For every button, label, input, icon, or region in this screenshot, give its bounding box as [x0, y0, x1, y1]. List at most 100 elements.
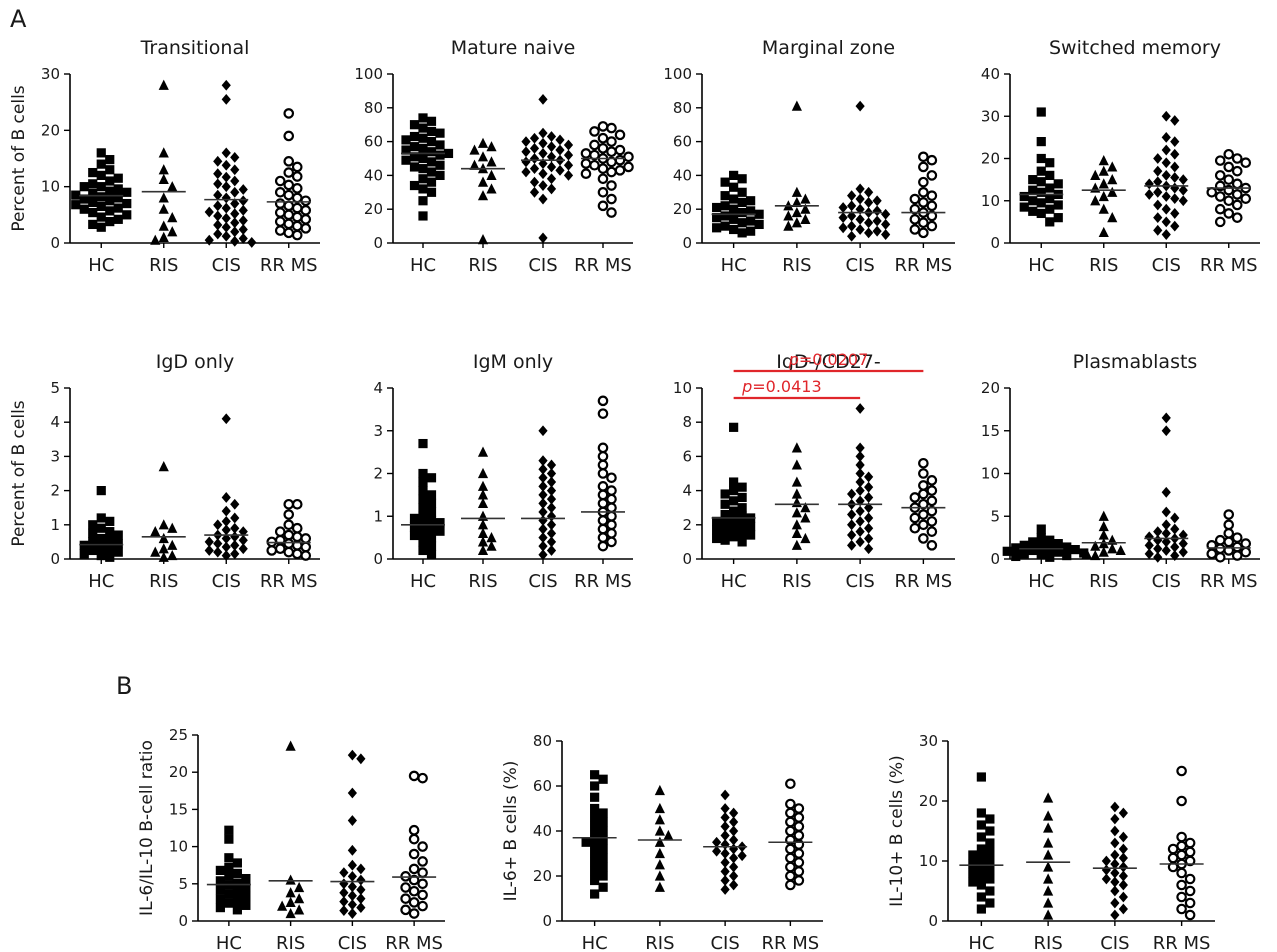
- chart-4: 0 10 20 30 40 HC RIS CIS RR MS Switched memory: [981, 37, 1260, 276]
- data-point: [546, 173, 557, 185]
- data-point: [224, 834, 234, 844]
- data-point: [1110, 885, 1120, 897]
- data-point: [1053, 200, 1063, 210]
- data-point: [232, 896, 242, 906]
- data-point: [1043, 810, 1054, 821]
- data-point: [623, 161, 634, 173]
- data-point: [1161, 144, 1171, 156]
- y-tick-label: 10: [981, 192, 1000, 210]
- data-point: [597, 408, 609, 419]
- y-axis-label: IL-6+ B cells (%): [501, 761, 521, 902]
- data-point: [847, 230, 857, 242]
- data-point: [113, 184, 123, 194]
- data-point: [1223, 161, 1235, 173]
- data-point: [729, 870, 739, 882]
- data-point: [96, 523, 106, 533]
- x-tick-label: RIS: [1089, 571, 1118, 592]
- data-point: [426, 524, 437, 534]
- data-point: [720, 789, 730, 801]
- data-point: [606, 510, 617, 522]
- data-point: [113, 203, 123, 213]
- data-point: [847, 190, 857, 202]
- data-point: [401, 145, 411, 155]
- data-point: [1231, 153, 1243, 164]
- data-point: [590, 803, 600, 814]
- data-point: [976, 844, 986, 854]
- data-point: [113, 530, 123, 540]
- data-point: [96, 159, 106, 169]
- data-point: [221, 212, 231, 224]
- chart-title: IgM only: [473, 351, 553, 373]
- x-tick-label: CIS: [338, 933, 367, 952]
- data-point: [976, 832, 986, 842]
- data-point: [729, 515, 739, 525]
- data-point: [274, 225, 286, 236]
- data-point: [864, 186, 874, 198]
- data-point: [563, 170, 574, 181]
- data-point: [418, 528, 428, 538]
- data-point: [477, 497, 489, 509]
- data-point: [597, 459, 609, 471]
- y-tick-label: 20: [533, 867, 552, 885]
- data-point: [872, 215, 882, 227]
- data-point: [1045, 194, 1055, 204]
- data-point: [800, 203, 811, 214]
- data-point: [1206, 548, 1218, 560]
- data-point: [221, 492, 231, 503]
- data-point: [720, 509, 730, 520]
- data-point: [580, 168, 592, 180]
- data-point: [113, 193, 123, 203]
- data-point: [729, 879, 739, 891]
- data-point: [1153, 526, 1163, 538]
- y-tick-label: 100: [354, 65, 383, 83]
- data-point: [347, 881, 357, 893]
- data-point: [791, 519, 802, 530]
- data-point: [221, 181, 231, 193]
- data-point: [1115, 544, 1126, 556]
- y-tick-label: 60: [673, 133, 692, 151]
- data-point: [1043, 909, 1054, 920]
- data-point: [1045, 217, 1055, 227]
- data-point: [538, 549, 548, 561]
- y-tick-label: 5: [178, 875, 188, 893]
- data-point: [590, 889, 600, 899]
- data-point: [435, 160, 445, 170]
- y-tick-label: 20: [41, 121, 60, 139]
- data-point: [1214, 534, 1226, 546]
- data-point: [122, 187, 132, 197]
- data-point: [105, 176, 115, 186]
- data-point: [230, 498, 240, 510]
- data-point: [1028, 545, 1038, 556]
- data-point: [793, 830, 805, 841]
- data-point: [847, 529, 857, 541]
- data-point: [918, 533, 929, 544]
- data-point: [409, 522, 420, 532]
- data-point: [1110, 909, 1120, 921]
- data-point: [712, 533, 722, 544]
- x-tick-label: RR MS: [1153, 933, 1211, 952]
- x-tick-label: RIS: [149, 571, 178, 592]
- data-point: [785, 807, 796, 819]
- data-point: [590, 875, 600, 886]
- data-point: [589, 139, 600, 151]
- significance-label: p=0.0413: [741, 377, 822, 396]
- data-point: [356, 893, 366, 905]
- data-point: [418, 537, 428, 547]
- data-point: [113, 214, 123, 224]
- data-point: [598, 862, 608, 872]
- data-point: [477, 536, 489, 547]
- data-point: [614, 129, 626, 141]
- data-point: [1110, 876, 1120, 888]
- data-point: [546, 476, 557, 488]
- data-point: [1028, 206, 1038, 216]
- data-point: [1144, 539, 1154, 551]
- data-point: [435, 518, 445, 528]
- data-point: [1110, 837, 1120, 849]
- data-point: [1214, 551, 1226, 563]
- data-point: [712, 845, 722, 857]
- data-point: [663, 829, 674, 841]
- y-tick-label: 0: [373, 550, 383, 568]
- data-point: [597, 187, 609, 198]
- data-point: [909, 193, 921, 205]
- data-point: [283, 179, 295, 191]
